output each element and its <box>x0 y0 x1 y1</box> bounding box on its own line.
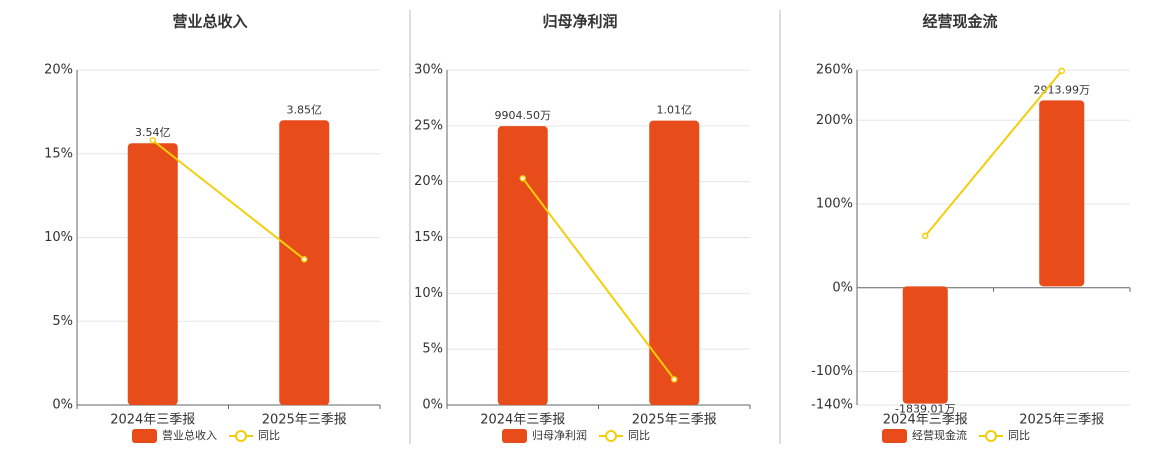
chart-title: 营业总收入 <box>172 13 247 31</box>
y-tick-label: 15% <box>414 230 443 245</box>
y-tick-label: -100% <box>811 364 853 379</box>
yoy-line <box>924 70 1063 237</box>
legend-label: 同比 <box>258 429 280 442</box>
y-tick-label: 10% <box>44 230 73 245</box>
yoy-point <box>671 376 678 383</box>
value-label: -1839.01万 <box>895 403 955 416</box>
y-tick-label: 15% <box>44 146 73 161</box>
x-tick-label: 2025年三季报 <box>632 413 717 428</box>
value-label: 1.01亿 <box>657 104 693 117</box>
bar <box>1039 100 1085 287</box>
legend-label: 营业总收入 <box>162 428 217 442</box>
yoy-point <box>519 175 526 182</box>
legend-swatch <box>235 430 247 442</box>
x-tick-label: 2024年三季报 <box>883 413 968 428</box>
bar <box>649 120 700 405</box>
y-tick-label: 200% <box>816 113 853 128</box>
chart-title: 经营现金流 <box>922 13 997 31</box>
bar <box>497 126 548 405</box>
y-tick-label: 10% <box>414 286 443 301</box>
bar <box>127 143 178 405</box>
x-tick-label: 2024年三季报 <box>110 413 195 428</box>
yoy-point <box>922 232 929 240</box>
legend-swatch <box>605 430 617 442</box>
legend-label: 经营现金流 <box>912 428 967 442</box>
bar <box>279 120 330 405</box>
y-tick-label: 30% <box>414 63 443 78</box>
bar <box>902 286 948 404</box>
legend-label: 同比 <box>628 429 650 442</box>
yoy-point <box>301 256 308 263</box>
legend-label: 同比 <box>1008 429 1030 442</box>
y-tick-label: 5% <box>422 342 443 357</box>
y-tick-label: 100% <box>816 197 853 212</box>
legend-swatch <box>502 429 527 443</box>
x-tick-label: 2025年三季报 <box>262 413 347 428</box>
legend-swatch <box>985 430 997 442</box>
yoy-line <box>521 177 676 380</box>
value-label: 3.85亿 <box>287 103 323 116</box>
x-tick-label: 2025年三季报 <box>1019 413 1104 428</box>
y-tick-label: 260% <box>816 63 853 78</box>
value-label: 9904.50万 <box>495 109 552 122</box>
x-tick-label: 2024年三季报 <box>480 413 565 428</box>
y-tick-label: 0% <box>832 280 853 295</box>
yoy-line <box>152 139 305 261</box>
y-tick-label: 20% <box>414 174 443 189</box>
y-tick-label: -140% <box>811 398 853 413</box>
legend-swatch <box>132 429 157 443</box>
legend-swatch <box>882 429 907 443</box>
y-tick-label: 20% <box>44 63 73 78</box>
legend-label: 归母净利润 <box>532 428 587 442</box>
yoy-point <box>149 137 156 144</box>
value-label: 3.54亿 <box>135 126 171 139</box>
chart-title: 归母净利润 <box>542 13 617 31</box>
y-tick-label: 25% <box>414 118 443 133</box>
yoy-point <box>1058 67 1065 75</box>
y-tick-label: 0% <box>52 398 73 413</box>
y-tick-label: 5% <box>52 314 73 329</box>
y-tick-label: 0% <box>422 398 443 413</box>
